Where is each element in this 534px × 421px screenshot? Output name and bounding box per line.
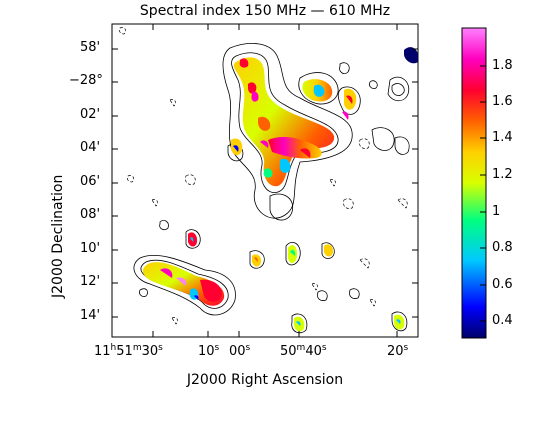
dec-tick-label: 04' <box>80 140 101 155</box>
ra-tick-label: 11h51m30s <box>94 343 163 359</box>
dec-tick-label: 06' <box>80 174 101 189</box>
colorbar-tick-label: 0.6 <box>492 277 513 292</box>
colorbar-tick-label: 1.2 <box>492 167 513 182</box>
plot-frame <box>111 23 419 338</box>
colorbar <box>461 27 487 339</box>
dec-tick-label: 58' <box>80 40 101 55</box>
dec-tick-label: −28° <box>69 73 103 88</box>
spectral-index-map <box>142 47 418 332</box>
ra-tick-label: 00s <box>229 343 251 359</box>
colorbar-tick-label: 1.4 <box>492 130 513 145</box>
ra-tick-label: 10s <box>198 343 220 359</box>
dec-tick-label: 14' <box>80 308 101 323</box>
colorbar-tick-label: 1 <box>492 204 501 219</box>
x-axis-label: J2000 Right Ascension <box>186 372 344 388</box>
colorbar-tick-label: 0.8 <box>492 240 513 255</box>
y-axis-label: J2000 Declination <box>50 174 66 298</box>
ra-tick-marks <box>152 24 398 337</box>
dec-tick-marks <box>112 48 418 318</box>
ra-tick-label: 50m40s <box>280 343 327 359</box>
figure-title: Spectral index 150 MHz — 610 MHz <box>139 3 391 19</box>
ra-tick-label: 20s <box>387 343 409 359</box>
dec-tick-label: 12' <box>80 274 101 289</box>
colorbar-tick-label: 0.4 <box>492 313 513 328</box>
dec-tick-label: 08' <box>80 207 101 222</box>
colorbar-ticks <box>480 65 486 322</box>
dec-tick-label: 10' <box>80 241 101 256</box>
colorbar-tick-label: 1.8 <box>492 58 513 73</box>
dec-tick-label: 02' <box>80 107 101 122</box>
colorbar-tick-label: 1.6 <box>492 94 513 109</box>
